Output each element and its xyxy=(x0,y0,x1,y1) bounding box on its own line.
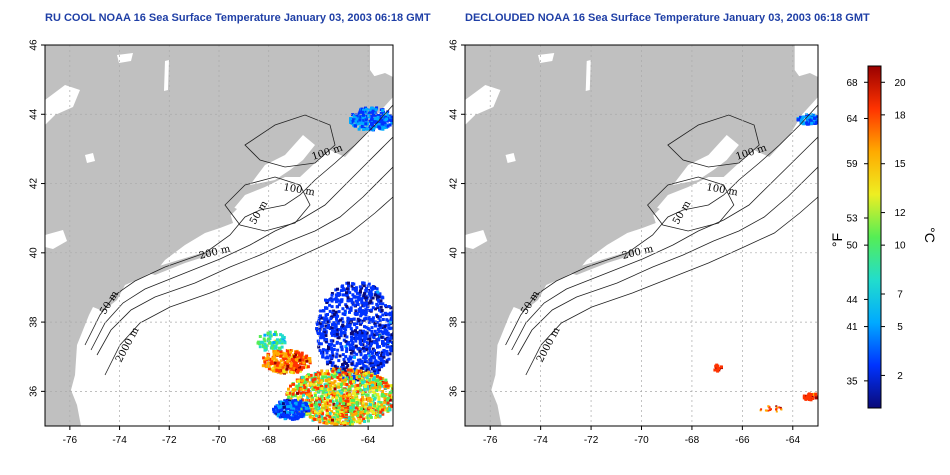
colorbar-fahrenheit-label-5: 44 xyxy=(846,295,858,306)
left-contour-200m xyxy=(96,166,393,356)
left-lat-label-1: 44 xyxy=(29,108,40,120)
left-lat-label-3: 40 xyxy=(29,247,40,259)
right-lon-label-4: -68 xyxy=(685,435,700,446)
right-patch-warm-1 xyxy=(713,363,723,373)
left-contour-gulf-basin xyxy=(244,114,336,168)
left-lat-label-2: 42 xyxy=(29,178,40,190)
left-lon-label-6: -64 xyxy=(361,435,376,446)
right-map-nova-scotia xyxy=(723,73,818,153)
right-contour-200m xyxy=(517,166,818,356)
colorbar: 68 64 59 53 50 44 41 35 20 18 15 12 10 7 5 2 °F °C xyxy=(829,65,938,409)
colorbar-celsius-label-6: 5 xyxy=(897,322,903,333)
left-map-content xyxy=(45,45,393,426)
right-lat-label-0: 46 xyxy=(449,39,460,51)
right-lon-label-5: -66 xyxy=(735,435,750,446)
right-lon-label-6: -64 xyxy=(786,435,801,446)
left-lat-label-5: 36 xyxy=(29,385,40,397)
colorbar-fahrenheit-ticks: 68 64 59 53 50 44 41 35 xyxy=(846,78,868,387)
left-map-title: RU COOL NOAA 16 Sea Surface Temperature … xyxy=(45,12,431,24)
right-lon-label-3: -70 xyxy=(634,435,649,446)
left-sst-pixels xyxy=(256,106,393,426)
right-contour-50m xyxy=(505,104,818,346)
right-map-lake-3 xyxy=(465,230,488,249)
colorbar-fahrenheit-label-4: 50 xyxy=(846,241,858,252)
left-lon-label-3: -70 xyxy=(212,435,227,446)
right-map-title: DECLOUDED NOAA 16 Sea Surface Temperatur… xyxy=(465,12,870,24)
colorbar-celsius-label-3: 12 xyxy=(894,208,906,219)
right-lat-label-2: 42 xyxy=(449,178,460,190)
right-lat-label-4: 38 xyxy=(449,316,460,328)
right-lon-label-1: -74 xyxy=(533,435,548,446)
right-map-gulf-of-maine xyxy=(672,135,739,185)
right-map-cape-cod xyxy=(637,205,660,221)
right-patch-northeast xyxy=(796,113,818,126)
left-patch-mixed xyxy=(256,330,287,352)
left-map-lake-2 xyxy=(45,85,80,125)
right-contour-2000m xyxy=(525,196,818,376)
right-lat-label-1: 44 xyxy=(449,108,460,120)
right-map-lake-2 xyxy=(465,85,501,125)
colorbar-fahrenheit-label-2: 59 xyxy=(846,159,858,170)
right-map-lake-1 xyxy=(538,53,555,63)
right-contour-georges-bank xyxy=(647,176,735,232)
left-map-lake-3 xyxy=(45,230,67,249)
right-patch-warm-2 xyxy=(802,392,818,402)
left-map-cape-cod xyxy=(215,205,237,221)
colorbar-fahrenheit-label-7: 35 xyxy=(846,376,858,387)
left-patch-central-warm xyxy=(261,348,312,375)
right-contour-100m xyxy=(511,136,818,351)
left-lon-label-1: -74 xyxy=(112,435,127,446)
left-contour-2000m xyxy=(104,196,393,376)
left-contour-50m xyxy=(84,104,393,346)
right-contour-gulf-basin xyxy=(667,114,760,168)
left-patch-southeast-warm xyxy=(285,367,393,426)
colorbar-celsius-label-4: 10 xyxy=(894,241,906,252)
colorbar-celsius-label-5: 7 xyxy=(897,290,903,301)
left-lon-label-2: -72 xyxy=(162,435,177,446)
left-lon-label-0: -76 xyxy=(63,435,78,446)
left-lon-label-4: -68 xyxy=(261,435,276,446)
colorbar-celsius-label: °C xyxy=(922,227,938,243)
left-contour-100m xyxy=(90,136,393,351)
left-map-lake-1 xyxy=(117,53,133,63)
left-map-axes: -76 -74 -72 -70 -68 -66 -64 46 44 42 40 38 36 xyxy=(29,39,376,446)
colorbar-celsius-label-7: 2 xyxy=(897,371,903,382)
left-contour-georges-bank xyxy=(224,176,311,232)
left-map-lake-4 xyxy=(85,153,95,163)
right-lon-label-0: -76 xyxy=(483,435,498,446)
right-map-axes: -76 -74 -72 -70 -68 -66 -64 46 44 42 40 38 36 xyxy=(449,39,801,446)
colorbar-fahrenheit-label-6: 41 xyxy=(846,322,858,333)
left-map-panel: 100 m 100 m 50 m 200 m 50 m 2000 m -76 -7… xyxy=(29,39,394,446)
left-map-gulf-of-maine xyxy=(250,135,315,185)
left-map-lake-5 xyxy=(164,60,169,91)
colorbar-gradient xyxy=(867,65,882,409)
right-lat-label-3: 40 xyxy=(449,247,460,259)
colorbar-fahrenheit-label-0: 68 xyxy=(846,78,858,89)
colorbar-fahrenheit-label: °F xyxy=(829,233,845,247)
left-map-nova-scotia xyxy=(300,73,393,153)
right-map-lake-5 xyxy=(585,60,591,91)
right-lon-label-2: -72 xyxy=(584,435,599,446)
colorbar-fahrenheit-label-1: 64 xyxy=(846,114,858,125)
colorbar-celsius-label-0: 20 xyxy=(894,78,906,89)
right-lat-label-5: 36 xyxy=(449,385,460,397)
left-patch-south-blue xyxy=(272,398,311,421)
colorbar-fahrenheit-label-3: 53 xyxy=(846,214,858,225)
left-lat-label-4: 38 xyxy=(29,316,40,328)
colorbar-celsius-ticks: 20 18 15 12 10 7 5 2 xyxy=(881,78,906,382)
right-sst-pixels xyxy=(713,113,818,413)
right-map-lake-4 xyxy=(505,153,516,163)
colorbar-celsius-label-2: 15 xyxy=(894,159,906,170)
right-map-panel: 100 m 100 m 50 m 200 m 50 m 2000 m -76 -7… xyxy=(449,39,819,446)
left-lat-label-0: 46 xyxy=(29,39,40,51)
left-lon-label-5: -66 xyxy=(311,435,326,446)
right-patch-warm-3 xyxy=(759,405,783,413)
colorbar-celsius-label-1: 18 xyxy=(894,110,906,121)
